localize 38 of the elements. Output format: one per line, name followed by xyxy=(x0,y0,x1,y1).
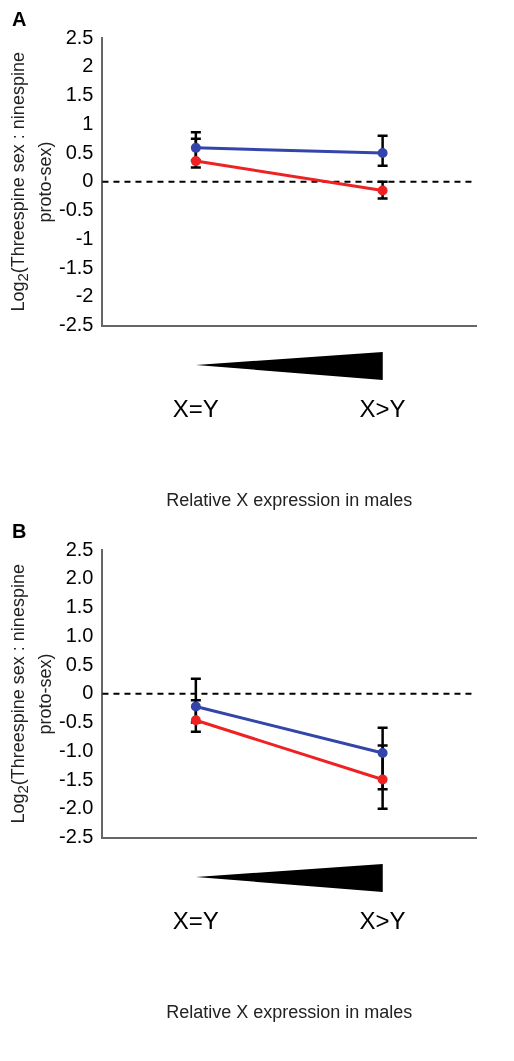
y-tick-label: -0.5 xyxy=(58,198,94,221)
y-tick-label: -2 xyxy=(75,284,94,307)
chart-title: B xyxy=(12,520,27,543)
y-tick-label: 0 xyxy=(82,169,94,192)
point xyxy=(190,701,201,712)
y-tick-label: 0 xyxy=(82,681,94,704)
y-tick-label: 2 xyxy=(82,54,94,77)
y-tick-label: 1.5 xyxy=(65,595,94,618)
x-tick-label: X=Y xyxy=(172,394,219,422)
point xyxy=(190,142,201,153)
y-tick-label: -2.5 xyxy=(58,313,94,336)
y-tick-label: 2.0 xyxy=(65,566,94,589)
x-axis-title: Relative X expression in males xyxy=(166,1002,413,1023)
y-tick-label: 1.5 xyxy=(65,83,94,106)
point xyxy=(190,715,201,726)
point xyxy=(377,748,388,759)
x-tick-label: X>Y xyxy=(359,394,406,422)
x-axis-title: Relative X expression in males xyxy=(166,490,413,511)
y-tick-label: 2.5 xyxy=(65,25,94,48)
y-tick-label: -2.0 xyxy=(58,796,94,819)
point xyxy=(377,185,388,196)
y-tick-label: 1 xyxy=(82,111,94,134)
point xyxy=(377,148,388,159)
x-tick-label: X>Y xyxy=(359,906,406,934)
y-tick-label: 0.5 xyxy=(65,140,94,163)
y-tick-label: 0.5 xyxy=(65,652,94,675)
point xyxy=(377,774,388,785)
y-tick-label: -0.5 xyxy=(58,710,94,733)
y-tick-label: -1.0 xyxy=(58,738,94,761)
y-tick-label: -1.5 xyxy=(58,255,94,278)
point xyxy=(190,156,201,167)
y-tick-label: 2.5 xyxy=(65,537,94,560)
chart-title: A xyxy=(12,8,27,31)
y-tick-label: 1.0 xyxy=(65,623,94,646)
y-tick-label: -2.5 xyxy=(58,825,94,848)
y-tick-label: -1.5 xyxy=(58,767,94,790)
y-tick-label: -1 xyxy=(75,226,94,249)
x-tick-label: X=Y xyxy=(172,906,219,934)
